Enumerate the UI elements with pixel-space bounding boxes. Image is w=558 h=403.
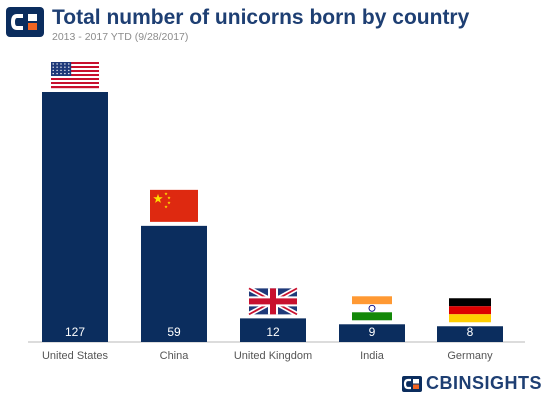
cb-insights-footer-logo-icon bbox=[401, 375, 422, 392]
x-tick-label: India bbox=[360, 350, 385, 362]
value-label: 12 bbox=[266, 325, 280, 339]
chart-title: Total number of unicorns born by country bbox=[52, 6, 470, 29]
bar-germany bbox=[437, 326, 503, 342]
value-label: 8 bbox=[467, 325, 474, 339]
bar-united-states bbox=[42, 92, 108, 342]
bar-china bbox=[141, 225, 207, 342]
value-label: 9 bbox=[369, 325, 376, 339]
germany-flag bbox=[449, 298, 491, 323]
x-tick-label: Germany bbox=[447, 350, 493, 362]
x-tick-label: China bbox=[160, 350, 190, 362]
x-tick-label: United Kingdom bbox=[234, 350, 312, 362]
brand-name: CBINSIGHTS bbox=[425, 373, 542, 393]
x-tick-label: United States bbox=[42, 350, 109, 362]
chart-subtitle: 2013 - 2017 YTD (9/28/2017) bbox=[52, 31, 189, 43]
value-label: 59 bbox=[167, 325, 181, 339]
uk-flag bbox=[247, 286, 299, 317]
us-flag bbox=[51, 62, 99, 89]
bar-united-kingdom bbox=[240, 318, 306, 342]
india-flag bbox=[352, 296, 392, 321]
value-label: 127 bbox=[65, 325, 85, 339]
china-flag bbox=[150, 189, 198, 222]
footer-brand: CBINSIGHTS bbox=[401, 373, 542, 394]
cb-insights-logo-icon bbox=[6, 7, 44, 37]
bar-india bbox=[339, 324, 405, 342]
